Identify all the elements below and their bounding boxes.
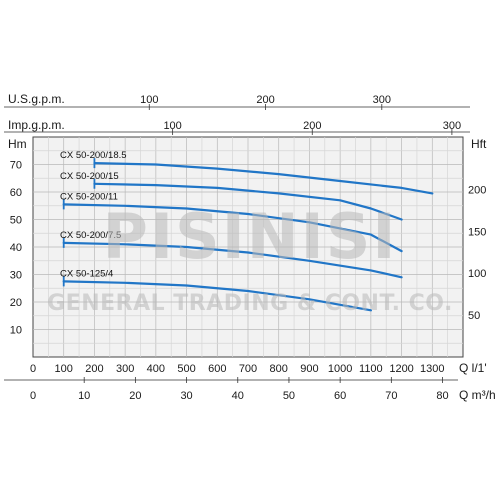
right-axis-tick-label: 50 [468,310,480,322]
bottom-axis2-tick-label: 30 [180,390,192,402]
x-tick-label: 500 [177,363,195,375]
series-line [62,241,403,279]
top-axis-label: U.S.g.p.m. [8,92,65,106]
y-tick-label: 20 [10,297,22,309]
x-tick-label: 1300 [420,363,444,375]
bottom-axis2-tick-label: 20 [129,390,141,402]
x-tick-label: 800 [270,363,288,375]
y-tick-label: 70 [10,160,22,172]
top-axis-tick-label: 200 [303,120,321,132]
x-tick-label: 700 [239,363,257,375]
x-tick-label: 900 [300,363,318,375]
series-line [93,162,434,195]
plot-grid [32,136,464,358]
x-tick-label: 300 [116,363,134,375]
series-labels: CX 50-200/18.5 CX 50-200/15 CX 50-200/11 CX… [60,150,127,279]
y-tick-label: 10 [10,325,22,337]
bottom-axis2-tick-label: 0 [30,390,36,402]
top-axis-label: Imp.g.p.m. [8,118,65,132]
series-label: CX 50-200/7.5 [60,230,121,241]
series-label: CX 50-125/4 [60,268,113,279]
x-tick-label: 100 [55,363,73,375]
top-axis-tick-label: 100 [140,94,158,106]
y-tick-label: 40 [10,242,22,254]
x-tick-label: 1000 [328,363,352,375]
top-axis-tick-label: 300 [373,94,391,106]
right-axis-tick-label: 200 [468,184,486,196]
right-axis-tick-label: 100 [468,268,486,280]
series-label: CX 50-200/15 [60,171,119,182]
bottom-axis2-tick-label: 40 [232,390,244,402]
y-tick-label: 60 [10,187,22,199]
bottom-axis2-tick-label: 80 [436,390,448,402]
bottom-axis2-tick-label: 70 [385,390,397,402]
y-tick-label: 30 [10,270,22,282]
bottom-axis2-tick-label: 50 [283,390,295,402]
series-line [62,280,372,312]
x-tick-label: 600 [208,363,226,375]
top-axis-tick-label: 300 [443,120,461,132]
x-tick-label: 400 [147,363,165,375]
x-tick-label: 0 [30,363,36,375]
top-axis-tick-label: 200 [256,94,274,106]
watermark: PISINISI GENERAL TRADING & CONT. CO. [47,200,453,316]
x-tick-label: 1100 [359,363,383,375]
series-label: CX 50-200/18.5 [60,150,127,161]
bottom-axis2-tick-label: 10 [78,390,90,402]
series-line [62,203,403,253]
series-layer [62,158,434,312]
x-axis-label: Q l/1' [459,361,487,375]
series-line [93,182,403,221]
right-axis-label: Hft [471,137,487,151]
watermark-company-text: GENERAL TRADING & CONT. CO. [47,291,453,316]
right-axis-tick-label: 150 [468,226,486,238]
y-tick-label: 50 [10,215,22,227]
y-axis-label: Hm [8,137,27,151]
watermark-logo-text: PISINISI [103,200,398,273]
x-tick-label: 1200 [389,363,413,375]
bottom-axis2-label: Q m³/h [459,388,496,402]
bottom-axis2-tick-label: 60 [334,390,346,402]
x-tick-label: 200 [85,363,103,375]
series-label: CX 50-200/11 [60,191,118,202]
top-axis-tick-label: 100 [163,120,181,132]
